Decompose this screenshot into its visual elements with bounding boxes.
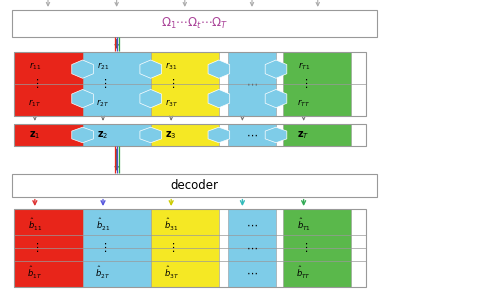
FancyBboxPatch shape [151, 52, 219, 116]
FancyBboxPatch shape [12, 10, 377, 37]
FancyBboxPatch shape [151, 124, 219, 146]
Text: $r_{11}$: $r_{11}$ [29, 60, 41, 72]
Text: $r_{1T}$: $r_{1T}$ [28, 97, 41, 109]
Text: $\vdots$: $\vdots$ [167, 77, 175, 90]
Text: $\mathbf{z}_T$: $\mathbf{z}_T$ [298, 129, 310, 141]
FancyBboxPatch shape [12, 174, 377, 197]
Text: $\hat{b}_{21}$: $\hat{b}_{21}$ [96, 217, 110, 232]
FancyBboxPatch shape [228, 209, 276, 287]
Text: $r_{31}$: $r_{31}$ [165, 60, 177, 72]
FancyBboxPatch shape [151, 209, 219, 287]
Text: $\vdots$: $\vdots$ [300, 241, 308, 254]
Text: $\mathbf{z}_3$: $\mathbf{z}_3$ [166, 129, 177, 141]
Text: $\hat{b}_{T1}$: $\hat{b}_{T1}$ [297, 217, 311, 232]
Text: $r_{T1}$: $r_{T1}$ [298, 60, 310, 72]
FancyBboxPatch shape [283, 52, 351, 116]
Text: $\vdots$: $\vdots$ [31, 77, 39, 90]
Text: $\vdots$: $\vdots$ [99, 241, 107, 254]
FancyBboxPatch shape [83, 209, 151, 287]
FancyBboxPatch shape [228, 124, 276, 146]
Text: $\hat{b}_{2T}$: $\hat{b}_{2T}$ [96, 265, 110, 281]
Text: $r_{2T}$: $r_{2T}$ [96, 97, 109, 109]
FancyBboxPatch shape [14, 209, 83, 287]
Text: $\mathbf{z}_2$: $\mathbf{z}_2$ [97, 129, 108, 141]
FancyBboxPatch shape [283, 209, 351, 287]
Polygon shape [208, 89, 230, 108]
Text: $\hat{b}_{31}$: $\hat{b}_{31}$ [164, 217, 178, 232]
Text: $\cdots$: $\cdots$ [246, 220, 258, 229]
Text: $r_{21}$: $r_{21}$ [97, 60, 109, 72]
FancyBboxPatch shape [83, 124, 151, 146]
Text: decoder: decoder [170, 179, 218, 192]
Text: $\cdots$: $\cdots$ [246, 243, 258, 253]
Polygon shape [208, 60, 230, 78]
Text: $\hat{b}_{TT}$: $\hat{b}_{TT}$ [296, 265, 311, 281]
FancyBboxPatch shape [14, 52, 83, 116]
Text: $\cdots$: $\cdots$ [246, 130, 258, 140]
Text: $\cdots$: $\cdots$ [246, 79, 258, 89]
FancyBboxPatch shape [14, 124, 83, 146]
Text: $\vdots$: $\vdots$ [31, 241, 39, 254]
Polygon shape [72, 127, 94, 143]
Polygon shape [72, 60, 94, 78]
Polygon shape [265, 127, 287, 143]
Text: $\vdots$: $\vdots$ [300, 77, 308, 90]
Polygon shape [140, 89, 162, 108]
Polygon shape [140, 60, 162, 78]
Polygon shape [265, 89, 287, 108]
Polygon shape [208, 127, 230, 143]
FancyBboxPatch shape [83, 52, 151, 116]
Text: $\vdots$: $\vdots$ [99, 77, 107, 90]
Text: $\Omega_1 \cdots \Omega_t \cdots \Omega_T$: $\Omega_1 \cdots \Omega_t \cdots \Omega_… [161, 16, 228, 31]
Polygon shape [140, 127, 162, 143]
Text: $\hat{b}_{1T}$: $\hat{b}_{1T}$ [27, 265, 42, 281]
Polygon shape [265, 60, 287, 78]
Text: $\mathbf{z}_1$: $\mathbf{z}_1$ [29, 129, 40, 141]
Text: $r_{3T}$: $r_{3T}$ [165, 97, 178, 109]
Text: $\hat{b}_{3T}$: $\hat{b}_{3T}$ [164, 265, 179, 281]
Polygon shape [72, 89, 94, 108]
FancyBboxPatch shape [283, 124, 351, 146]
Text: $\cdots$: $\cdots$ [246, 268, 258, 278]
FancyBboxPatch shape [228, 52, 276, 116]
Text: $r_{TT}$: $r_{TT}$ [297, 97, 310, 109]
Text: $\vdots$: $\vdots$ [167, 241, 175, 254]
Text: $\hat{b}_{11}$: $\hat{b}_{11}$ [28, 217, 42, 232]
